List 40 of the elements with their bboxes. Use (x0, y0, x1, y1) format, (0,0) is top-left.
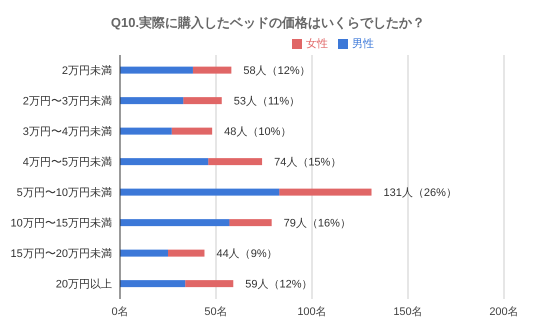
y-tick-label: 4万円〜5万円未満 (22, 156, 112, 169)
legend-label: 女性 (306, 38, 328, 50)
total-label: 59人（12%） (245, 278, 313, 290)
y-tick-label: 2万円未満 (62, 64, 112, 78)
x-tick-label: 150名 (393, 306, 423, 318)
bar (185, 280, 234, 288)
bar (120, 158, 208, 166)
total-label: 131人（26%） (384, 186, 457, 199)
y-tick-label: 10万円〜15万円未満 (10, 216, 112, 230)
bar (120, 188, 280, 196)
total-label: 44人（9%） (216, 248, 278, 260)
x-tick-label: 50名 (204, 306, 228, 318)
legend-label: 男性 (352, 38, 374, 50)
bar (120, 219, 230, 226)
bar (120, 250, 168, 257)
bar (183, 97, 222, 104)
bar (168, 250, 204, 257)
bar (120, 280, 186, 288)
y-tick-label: 20万円以上 (56, 278, 112, 291)
bar (120, 66, 193, 74)
bar (208, 158, 262, 166)
bar (229, 219, 272, 226)
bar (192, 66, 232, 74)
total-label: 48人（10%） (224, 126, 292, 138)
total-label: 74人（15%） (274, 156, 342, 168)
bar (120, 97, 184, 104)
y-tick-label: 5万円〜10万円未満 (16, 186, 112, 200)
total-label: 53人（11%） (234, 95, 300, 108)
y-tick-label: 15万円〜20万円未満 (10, 247, 112, 260)
bar (172, 128, 212, 135)
x-tick-label: 100名 (297, 306, 327, 318)
total-label: 58人（12%） (243, 64, 311, 77)
y-tick-label: 3万円〜4万円未満 (22, 125, 112, 138)
chart-title: Q10.実際に購入したベッドの価格はいくらでしたか？ (110, 14, 426, 32)
bar (120, 128, 172, 135)
x-tick-label: 200名 (489, 306, 519, 318)
total-label: 79人（16%） (284, 217, 351, 230)
x-tick-label: 0名 (111, 306, 129, 318)
bar (279, 188, 372, 196)
y-tick-label: 2万円〜3万円未満 (22, 94, 112, 108)
